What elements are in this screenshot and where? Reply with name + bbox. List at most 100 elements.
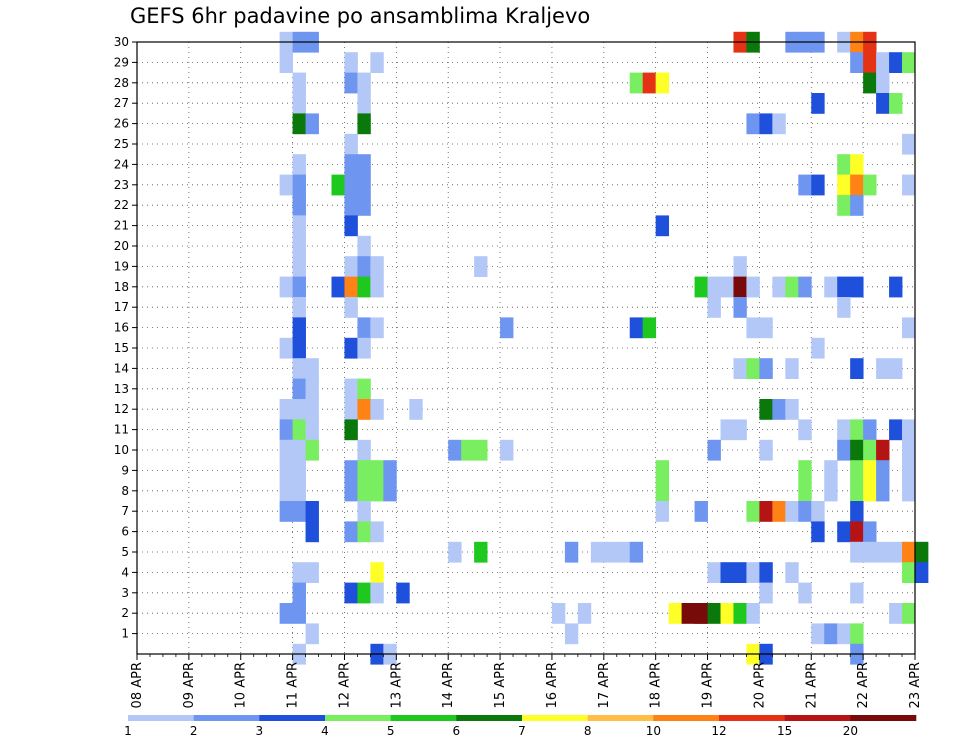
legend-label: 6 bbox=[453, 724, 461, 738]
heatmap-cell bbox=[344, 133, 358, 155]
y-tick-label: 23 bbox=[114, 178, 129, 192]
heatmap-cell bbox=[902, 419, 916, 441]
heatmap-cell bbox=[357, 276, 371, 298]
y-tick-label: 2 bbox=[121, 606, 129, 620]
heatmap-cell bbox=[863, 419, 877, 441]
heatmap-cell bbox=[824, 276, 838, 298]
y-tick-label: 14 bbox=[114, 361, 129, 375]
heatmap-cell bbox=[292, 582, 306, 604]
heatmap-cell bbox=[837, 276, 851, 298]
heatmap-cell bbox=[798, 501, 812, 522]
heatmap-cell bbox=[785, 399, 799, 420]
heatmap-cell bbox=[798, 460, 812, 481]
heatmap-cell bbox=[850, 154, 864, 175]
heatmap-cell bbox=[344, 297, 358, 318]
heatmap-cell bbox=[344, 72, 358, 94]
heatmap-cell bbox=[850, 480, 864, 502]
heatmap-cell bbox=[668, 603, 682, 624]
heatmap-cell bbox=[357, 195, 371, 216]
heatmap-cell bbox=[577, 603, 592, 624]
heatmap-cell bbox=[863, 480, 877, 502]
legend-swatch bbox=[850, 715, 917, 721]
heatmap-cell bbox=[785, 501, 799, 522]
heatmap-cell bbox=[551, 603, 566, 624]
heatmap-cell bbox=[902, 439, 916, 461]
heatmap-cell bbox=[681, 603, 695, 624]
legend-label: 15 bbox=[777, 724, 792, 738]
heatmap-cell bbox=[292, 113, 306, 135]
heatmap-cell bbox=[798, 276, 812, 298]
heatmap-cell bbox=[292, 174, 306, 196]
heatmap-cell bbox=[292, 154, 306, 175]
y-tick-label: 19 bbox=[114, 259, 129, 273]
heatmap-cell bbox=[357, 460, 371, 481]
heatmap-cell bbox=[292, 501, 306, 522]
heatmap-cell bbox=[344, 215, 358, 237]
heatmap-cell bbox=[811, 501, 825, 522]
heatmap-cell bbox=[720, 562, 734, 583]
heatmap-cell bbox=[655, 501, 670, 522]
heatmap-cell bbox=[850, 460, 864, 481]
heatmap-cell bbox=[292, 215, 306, 237]
heatmap-cell bbox=[292, 460, 306, 481]
heatmap-cell bbox=[357, 480, 371, 502]
legend-label: 2 bbox=[190, 724, 198, 738]
y-tick-label: 3 bbox=[121, 586, 129, 600]
heatmap-cell bbox=[850, 439, 864, 461]
heatmap-cell bbox=[344, 337, 358, 359]
heatmap-cell bbox=[876, 72, 890, 94]
y-tick-label: 15 bbox=[114, 341, 129, 355]
heatmap-cell bbox=[292, 419, 306, 441]
heatmap-cell bbox=[279, 174, 293, 196]
heatmap-cell bbox=[733, 603, 747, 624]
heatmap-cell bbox=[357, 399, 371, 420]
heatmap-cell bbox=[772, 501, 786, 522]
heatmap-cell bbox=[292, 276, 306, 298]
legend-swatch bbox=[653, 715, 720, 721]
x-tick-label: 17 APR bbox=[597, 662, 612, 708]
heatmap-cell bbox=[902, 133, 916, 155]
heatmap-cell bbox=[344, 52, 358, 73]
heatmap-cell bbox=[863, 174, 877, 196]
heatmap-cell bbox=[344, 154, 358, 175]
heatmap-cell bbox=[785, 276, 799, 298]
heatmap-cell bbox=[279, 399, 293, 420]
heatmap-cell bbox=[655, 215, 670, 237]
heatmap-cell bbox=[798, 419, 812, 441]
heatmap-cell bbox=[915, 541, 929, 563]
heatmap-cells bbox=[279, 31, 929, 665]
legend-swatch bbox=[587, 715, 654, 721]
heatmap-cell bbox=[707, 276, 721, 298]
heatmap-cell bbox=[357, 235, 371, 257]
heatmap-cell bbox=[746, 501, 760, 522]
heatmap-cell bbox=[902, 603, 916, 624]
heatmap-cell bbox=[824, 480, 838, 502]
heatmap-cell bbox=[474, 541, 488, 563]
y-tick-label: 27 bbox=[114, 96, 129, 110]
heatmap-cell bbox=[292, 337, 306, 359]
heatmap-cell bbox=[811, 623, 825, 645]
heatmap-cell bbox=[564, 541, 579, 563]
y-axis: 1234567891011121314151617181920212223242… bbox=[114, 35, 137, 641]
heatmap-cell bbox=[863, 72, 877, 94]
y-tick-label: 22 bbox=[114, 198, 129, 212]
heatmap-cell bbox=[850, 174, 864, 196]
heatmap-cell bbox=[474, 256, 488, 277]
heatmap-cell bbox=[902, 174, 916, 196]
legend-swatch bbox=[522, 715, 588, 721]
heatmap-cell bbox=[889, 419, 903, 441]
heatmap-cell bbox=[357, 582, 371, 604]
heatmap-cell bbox=[279, 337, 293, 359]
heatmap-cell bbox=[370, 52, 384, 73]
heatmap-cell bbox=[863, 52, 877, 73]
heatmap-cell bbox=[759, 439, 773, 461]
heatmap-cell bbox=[811, 174, 825, 196]
x-axis: 08 APR 09 APR 10 APR 11 APR 12 APR 13 APR 14 A… bbox=[130, 654, 923, 708]
heatmap-cell bbox=[292, 93, 306, 114]
legend-label: 8 bbox=[584, 724, 592, 738]
x-tick-label: 09 APR bbox=[182, 662, 197, 708]
heatmap-cell bbox=[344, 460, 358, 481]
legend-swatch bbox=[193, 715, 260, 721]
heatmap-cell bbox=[694, 276, 708, 298]
